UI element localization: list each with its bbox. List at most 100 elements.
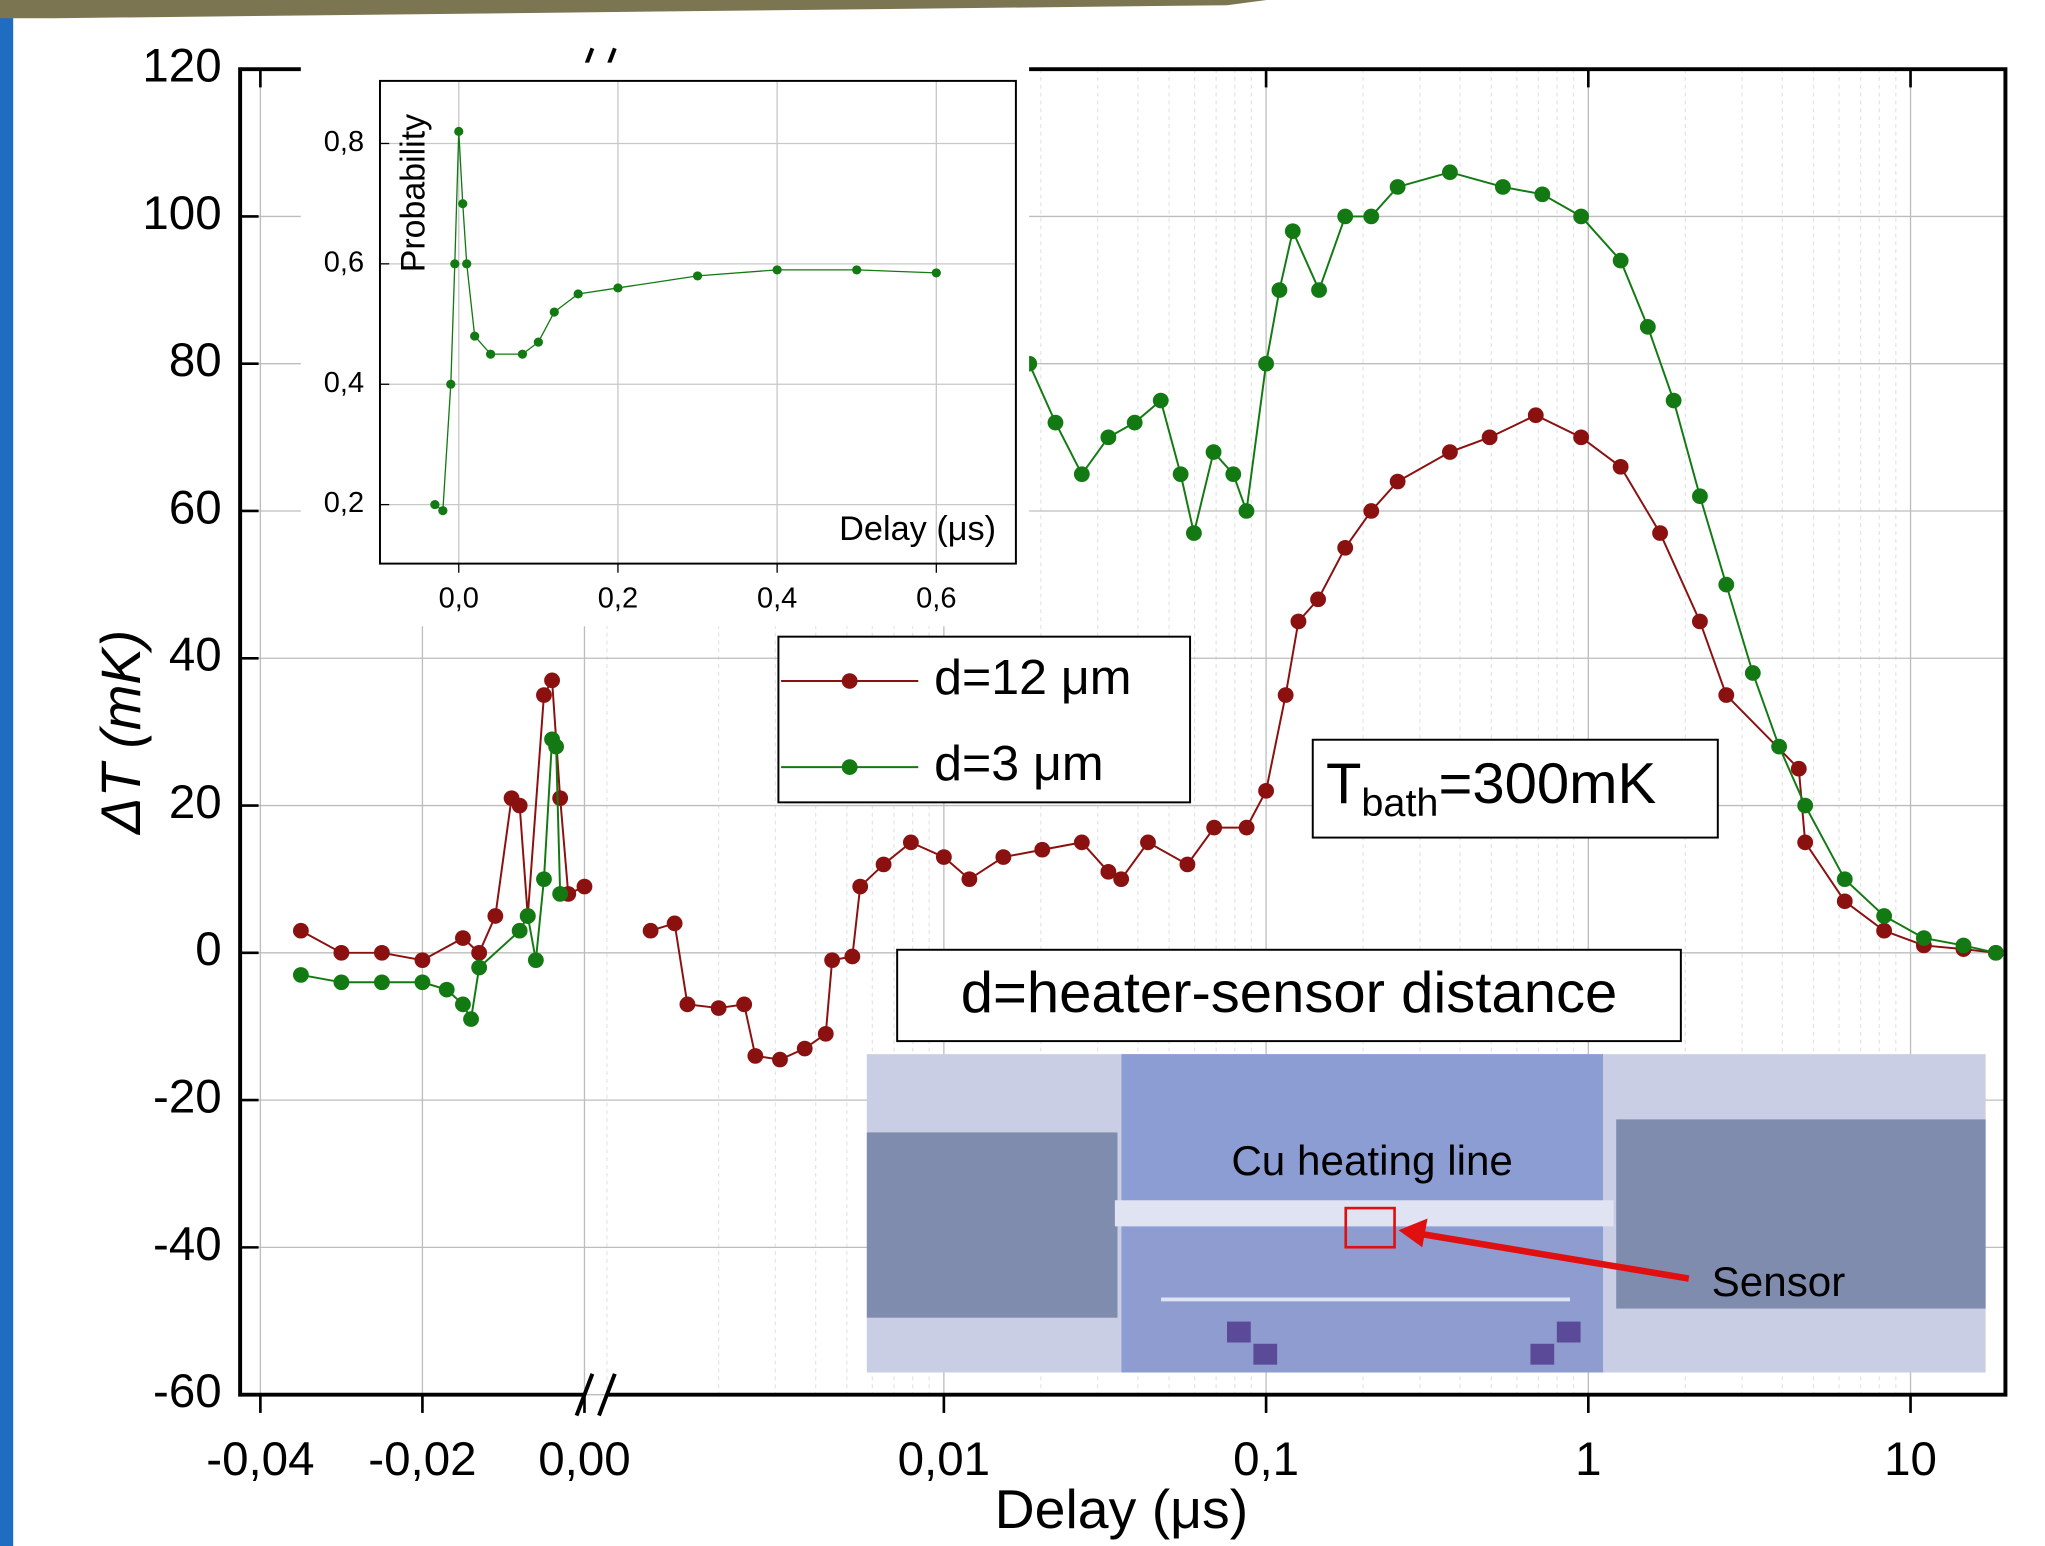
- y-tick-label: -40: [153, 1218, 222, 1271]
- data-point: [438, 506, 448, 516]
- axis-break: [574, 1373, 617, 1417]
- top-band: [0, 0, 1267, 19]
- sensor-box: [1344, 1206, 1396, 1249]
- data-point: [1389, 179, 1406, 195]
- arrow-head: [1398, 1218, 1428, 1248]
- data-point: [1238, 819, 1255, 836]
- annotation-part: =300mK: [1438, 752, 1656, 816]
- data-point: [1311, 282, 1327, 298]
- data-point: [446, 379, 456, 389]
- data-point: [1337, 208, 1354, 225]
- data-point: [824, 952, 841, 969]
- data-point: [450, 259, 460, 269]
- data-point: [414, 974, 431, 991]
- x-axis-title: Delay (μs): [995, 1478, 1249, 1540]
- data-point: [1172, 466, 1189, 482]
- data-point: [1284, 223, 1301, 239]
- data-point: [666, 915, 683, 932]
- legend-marker: [841, 759, 858, 775]
- data-point: [292, 967, 309, 983]
- data-point: [1718, 687, 1735, 703]
- y-tick-label: 0,8: [324, 126, 364, 158]
- marker: [1227, 1321, 1251, 1343]
- data-point: [485, 349, 496, 359]
- data-point: [462, 259, 472, 269]
- data-point: [1612, 252, 1629, 269]
- photo-label: Sensor: [1712, 1258, 1846, 1305]
- data-point: [852, 878, 869, 895]
- data-point: [527, 952, 544, 969]
- data-point: [533, 337, 543, 347]
- data-point: [1836, 871, 1853, 888]
- data-point: [1692, 488, 1708, 505]
- y-axis-title: Probability: [394, 114, 432, 272]
- data-point: [454, 126, 464, 137]
- data-point: [1534, 186, 1551, 203]
- data-point: [1277, 687, 1294, 703]
- micrograph: Cu heating line Sensor: [866, 1054, 1986, 1373]
- marker: [1530, 1343, 1555, 1365]
- data-point: [1271, 282, 1288, 298]
- data-point: [642, 922, 659, 939]
- data-point: [1100, 429, 1117, 446]
- data-point: [1652, 525, 1668, 541]
- data-point: [935, 849, 952, 865]
- x-tick-label: 0,01: [898, 1433, 990, 1486]
- data-point: [902, 834, 919, 851]
- data-point: [817, 1025, 834, 1042]
- data-point: [333, 974, 350, 991]
- inset-frame: [378, 79, 1017, 565]
- data-point: [471, 959, 488, 976]
- y-tick-label: 0,2: [324, 487, 364, 519]
- data-point: [1744, 665, 1761, 681]
- x-tick-label: -0,04: [206, 1433, 314, 1486]
- legend: d=12 μm d=3 μm: [777, 635, 1192, 804]
- data-point: [1718, 576, 1735, 593]
- series-line: [434, 131, 937, 512]
- legend-marker: [841, 673, 858, 689]
- data-point: [1836, 893, 1853, 910]
- data-point: [471, 944, 488, 961]
- data-point: [772, 1051, 788, 1068]
- y-tick-label: 40: [169, 629, 222, 682]
- legend-label: d=12 μm: [934, 649, 1131, 705]
- data-point: [1073, 466, 1090, 482]
- x-tick-label: 10: [1884, 1433, 1937, 1486]
- legend-box: [777, 635, 1192, 804]
- annotation: d=heater-sensor distance: [961, 961, 1618, 1025]
- photo-label: Cu heating line: [1231, 1137, 1513, 1184]
- data-point: [679, 996, 696, 1013]
- data-point: [519, 908, 536, 924]
- data-point: [1258, 782, 1275, 799]
- data-point: [458, 199, 468, 209]
- data-point: [1955, 937, 1972, 954]
- inset-bg: [300, 62, 1030, 627]
- data-point: [1797, 834, 1814, 851]
- data-point: [455, 996, 471, 1013]
- inset-plot: 0,2 0,4 0,6 0,8 0,0 0,2 0,4 0,6 Delay (μs) Probab…: [300, 62, 1030, 627]
- data-point: [517, 349, 528, 359]
- data-point: [1258, 355, 1275, 372]
- data-point: [552, 886, 569, 902]
- data-point: [1876, 922, 1893, 939]
- x-tick-label: 0,6: [916, 583, 956, 615]
- data-point: [1771, 738, 1788, 755]
- data-point: [844, 948, 861, 965]
- y-axis-title: ΔT (mK): [90, 630, 152, 836]
- data-point: [1797, 797, 1814, 814]
- data-point: [1481, 429, 1498, 446]
- data-point: [373, 974, 390, 991]
- data-point: [470, 331, 480, 341]
- data-point: [1442, 444, 1458, 460]
- data-point: [536, 871, 552, 888]
- data-point: [1100, 863, 1117, 880]
- data-point: [1389, 473, 1406, 490]
- data-point: [536, 687, 552, 703]
- x-tick-label: 1: [1575, 1433, 1601, 1486]
- x-tick-label: -0,02: [368, 1433, 476, 1486]
- data-point: [1363, 503, 1380, 519]
- data-point: [1073, 834, 1090, 851]
- data-point: [333, 944, 350, 961]
- data-point: [1527, 407, 1544, 424]
